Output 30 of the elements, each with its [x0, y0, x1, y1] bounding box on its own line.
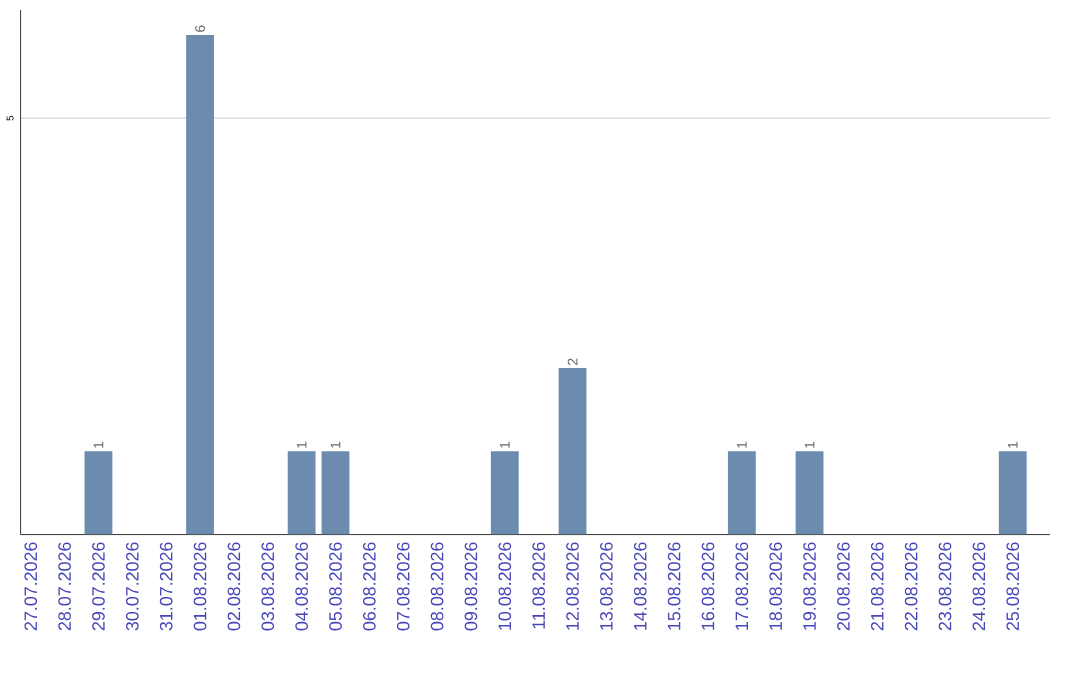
x-tick-label: 14.08.2026 — [633, 542, 647, 630]
x-tick-label: 20.08.2026 — [837, 542, 850, 631]
x-tick-label: 15.08.2026 — [667, 542, 681, 630]
x-tick-label: 08.08.2026 — [430, 542, 444, 631]
x-tick-label: 18.08.2026 — [769, 542, 783, 630]
x-tick-label: 16.08.2026 — [701, 542, 715, 630]
x-tick-label: 02.08.2026 — [227, 542, 241, 631]
x-tick-label: 07.08.2026 — [396, 542, 410, 631]
x-tick-label: 10.08.2026 — [498, 542, 512, 630]
x-tick-label: 01.08.2026 — [193, 542, 207, 631]
x-tick-label: 13.08.2026 — [600, 542, 613, 630]
x-tick-label: 30.07.2026 — [125, 542, 139, 631]
x-tick-label: 29.07.2026 — [92, 542, 105, 631]
x-tick-label: 03.08.2026 — [261, 542, 275, 631]
x-tick-label: 31.07.2026 — [159, 542, 173, 631]
x-tick-label: 21.08.2026 — [870, 542, 884, 631]
x-tick-label: 17.08.2026 — [735, 542, 749, 630]
x-tick-label: 11.08.2026 — [532, 542, 546, 629]
x-tick-label: 24.08.2026 — [972, 542, 986, 631]
x-tick-label: 25.08.2026 — [1006, 542, 1020, 631]
x-tick-label: 22.08.2026 — [904, 542, 918, 631]
x-tick-label: 12.08.2026 — [566, 542, 579, 630]
x-tick-label: 09.08.2026 — [464, 542, 478, 631]
x-tick-label: 27.07.2026 — [24, 542, 38, 631]
x-tick-label: 05.08.2026 — [329, 542, 342, 631]
x-tick-label: 19.08.2026 — [803, 542, 816, 630]
x-tick-label: 04.08.2026 — [295, 542, 308, 631]
x-tick-label: 28.07.2026 — [58, 542, 71, 631]
x-tick-label: 23.08.2026 — [938, 542, 952, 631]
x-tick-label: 06.08.2026 — [363, 542, 376, 631]
